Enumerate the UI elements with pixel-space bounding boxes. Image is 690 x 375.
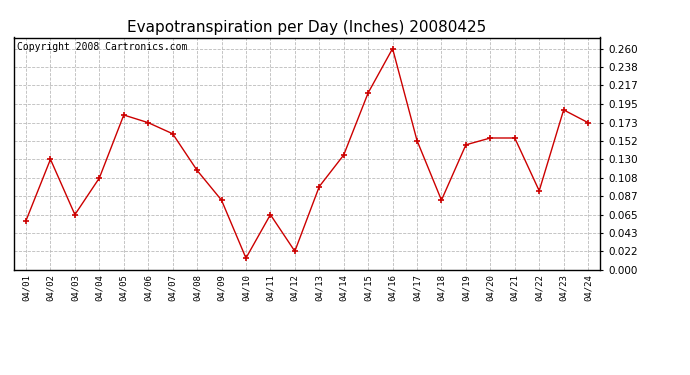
- Text: Copyright 2008 Cartronics.com: Copyright 2008 Cartronics.com: [17, 42, 187, 52]
- Title: Evapotranspiration per Day (Inches) 20080425: Evapotranspiration per Day (Inches) 2008…: [128, 20, 486, 35]
